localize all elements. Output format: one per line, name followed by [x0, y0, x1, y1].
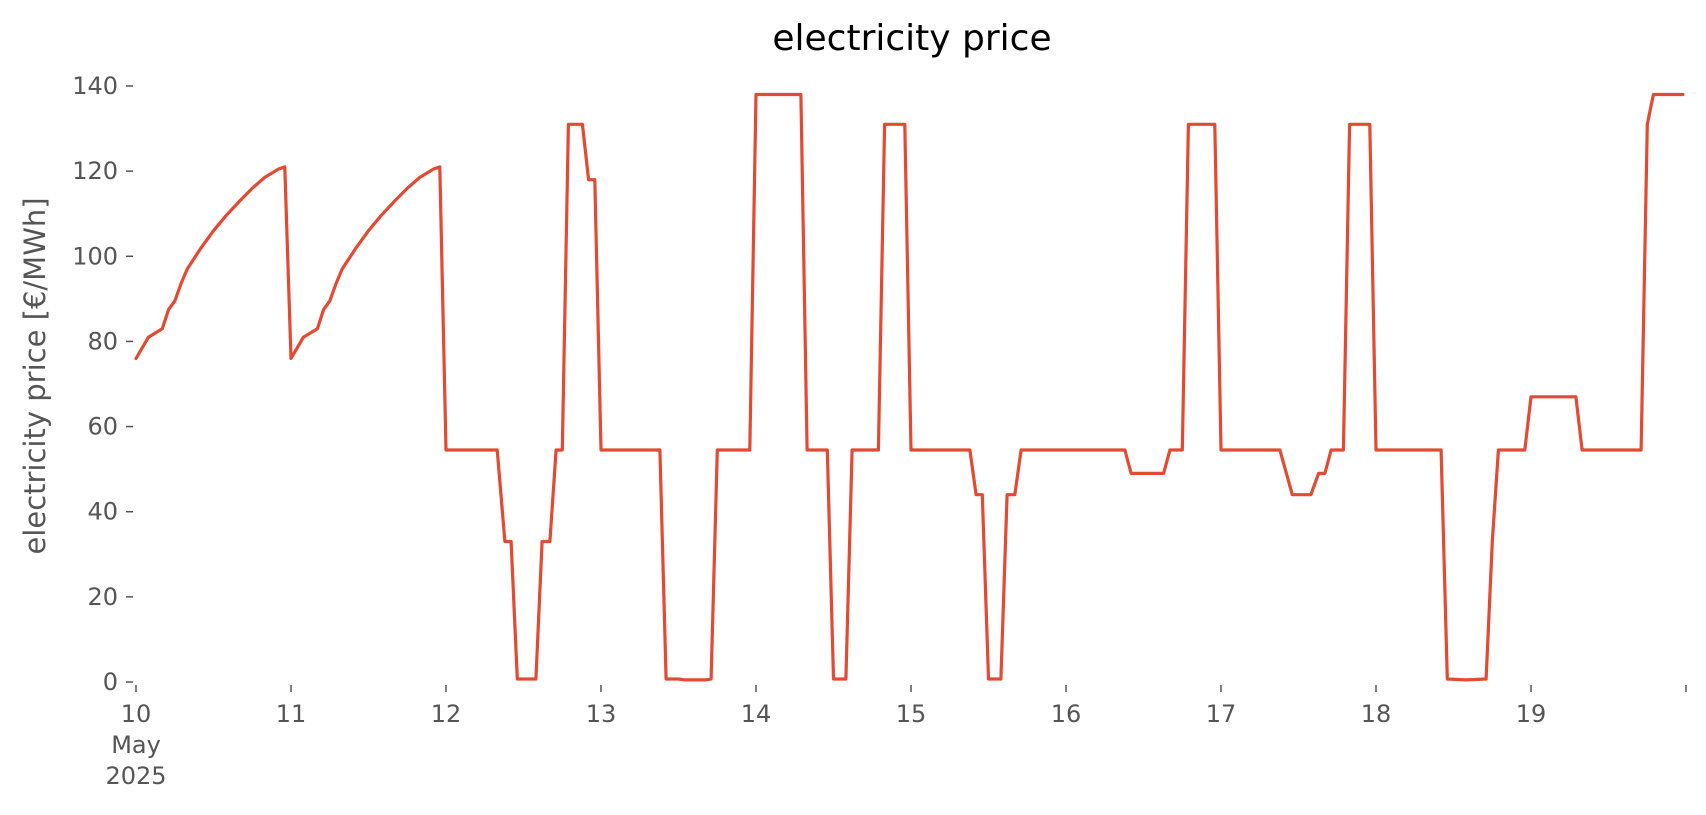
x-tick-label: 15 — [896, 700, 927, 728]
x-tick-label: 11 — [276, 700, 307, 728]
x-tick-label: 2025 — [105, 762, 166, 790]
y-tick-label: 140 — [72, 72, 118, 100]
x-tick-label: 17 — [1206, 700, 1237, 728]
series-line — [134, 92, 1685, 682]
x-axis: 10 May 2025 11 12 13 14 15 16 17 18 19 — [105, 685, 1687, 790]
y-tick-label: 0 — [103, 668, 118, 696]
x-tick-label: 16 — [1051, 700, 1082, 728]
x-tick-label: 10 — [121, 700, 152, 728]
y-tick-label: 120 — [72, 157, 118, 185]
x-tick-label: 18 — [1361, 700, 1392, 728]
x-tick-label: 12 — [431, 700, 462, 728]
plot-area — [134, 92, 1685, 682]
y-tick-label: 100 — [72, 242, 118, 270]
x-tick-label: 14 — [741, 700, 772, 728]
x-tick-label: 19 — [1516, 700, 1547, 728]
x-tick-label: 13 — [586, 700, 617, 728]
y-tick-label: 60 — [87, 413, 118, 441]
y-axis-label: electricity price [€/MWh] — [18, 197, 52, 554]
y-tick-label: 80 — [87, 327, 118, 355]
chart-title: electricity price — [772, 18, 1051, 59]
x-tick-label: May — [111, 731, 161, 759]
y-tick-label: 40 — [87, 498, 118, 526]
y-tick-label: 20 — [87, 583, 118, 611]
y-axis: 0 20 40 60 80 100 120 140 — [72, 72, 133, 696]
